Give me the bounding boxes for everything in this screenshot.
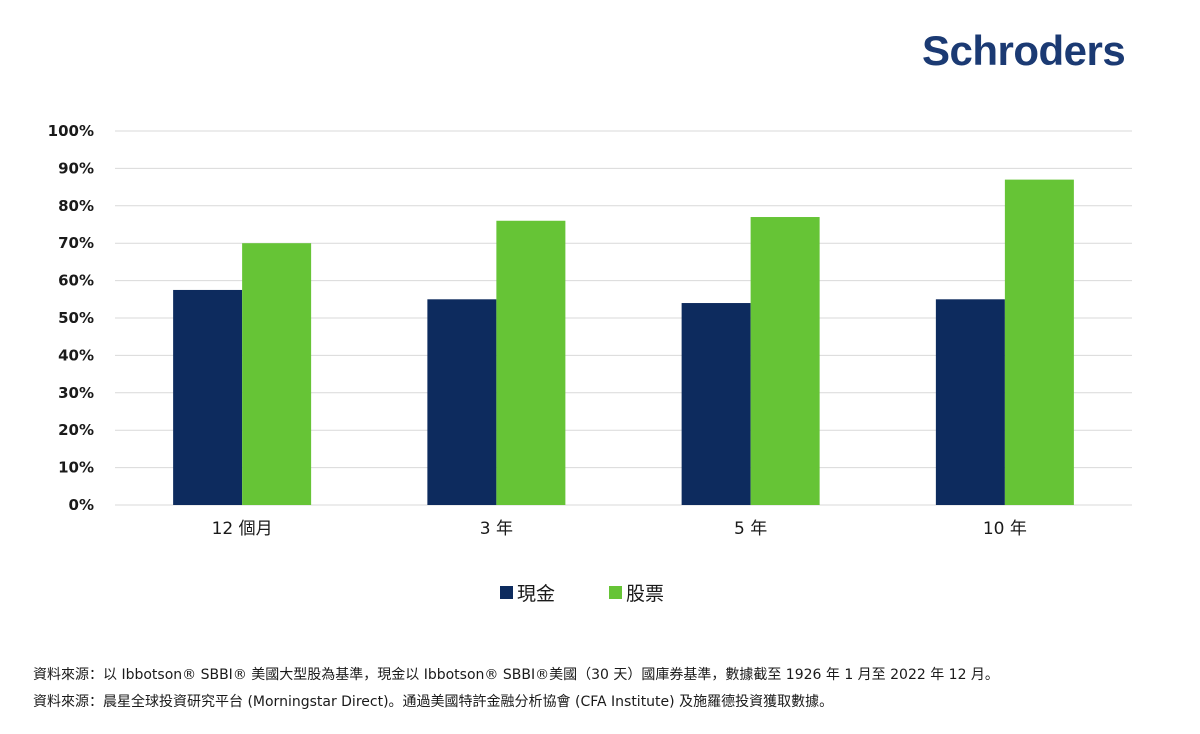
y-tick-label: 40%: [58, 346, 94, 364]
x-axis-categories: 12 個月 3 年 5 年 10 年: [212, 519, 1027, 539]
bar-stocks: [1004, 179, 1074, 505]
bar-cash: [427, 299, 497, 505]
bar-cash: [173, 289, 243, 505]
legend: 現金 股票: [500, 579, 664, 606]
source-note-2: 資料來源：晨星全球投資研究平台 (Morningstar Direct)。通過美…: [33, 694, 834, 710]
bar-cash: [681, 303, 751, 505]
y-tick-label: 50%: [58, 309, 94, 327]
x-category-label: 3 年: [480, 519, 513, 539]
y-tick-label: 90%: [58, 159, 94, 177]
source-note-1: 資料來源：以 Ibbotson® SBBI® 美國大型股為基準，現金以 Ibbo…: [33, 667, 999, 683]
source-notes: 資料來源：以 Ibbotson® SBBI® 美國大型股為基準，現金以 Ibbo…: [33, 662, 1183, 716]
legend-label-cash: 現金: [517, 583, 556, 605]
schroders-logo: Schroders: [922, 27, 1126, 74]
legend-item-cash: 現金: [500, 579, 555, 606]
y-tick-label: 0%: [69, 496, 94, 514]
y-tick-label: 60%: [58, 272, 94, 290]
y-axis-ticks: 0% 10% 20% 30% 40% 50% 60% 70% 80% 90% 100%: [48, 122, 94, 514]
legend-label-stocks: 股票: [626, 583, 665, 605]
y-tick-label: 30%: [58, 384, 94, 402]
y-tick-label: 10%: [58, 459, 94, 477]
bar-chart: 0% 10% 20% 30% 40% 50% 60% 70% 80% 90% 100% 12 個月 3…: [48, 122, 1132, 539]
x-category-label: 12 個月: [212, 519, 273, 539]
legend-swatch-cash: [500, 586, 513, 599]
bar-stocks: [496, 220, 566, 505]
y-tick-label: 100%: [48, 122, 94, 140]
legend-item-stocks: 股票: [609, 579, 664, 606]
bars: [173, 179, 1074, 505]
y-tick-label: 70%: [58, 234, 94, 252]
y-tick-label: 20%: [58, 421, 94, 439]
bar-stocks: [242, 243, 312, 505]
x-category-label: 10 年: [983, 519, 1027, 539]
legend-swatch-stocks: [609, 586, 623, 599]
x-category-label: 5 年: [734, 519, 767, 539]
y-tick-label: 80%: [58, 197, 94, 215]
bar-stocks: [750, 217, 820, 505]
bar-cash: [935, 299, 1005, 505]
